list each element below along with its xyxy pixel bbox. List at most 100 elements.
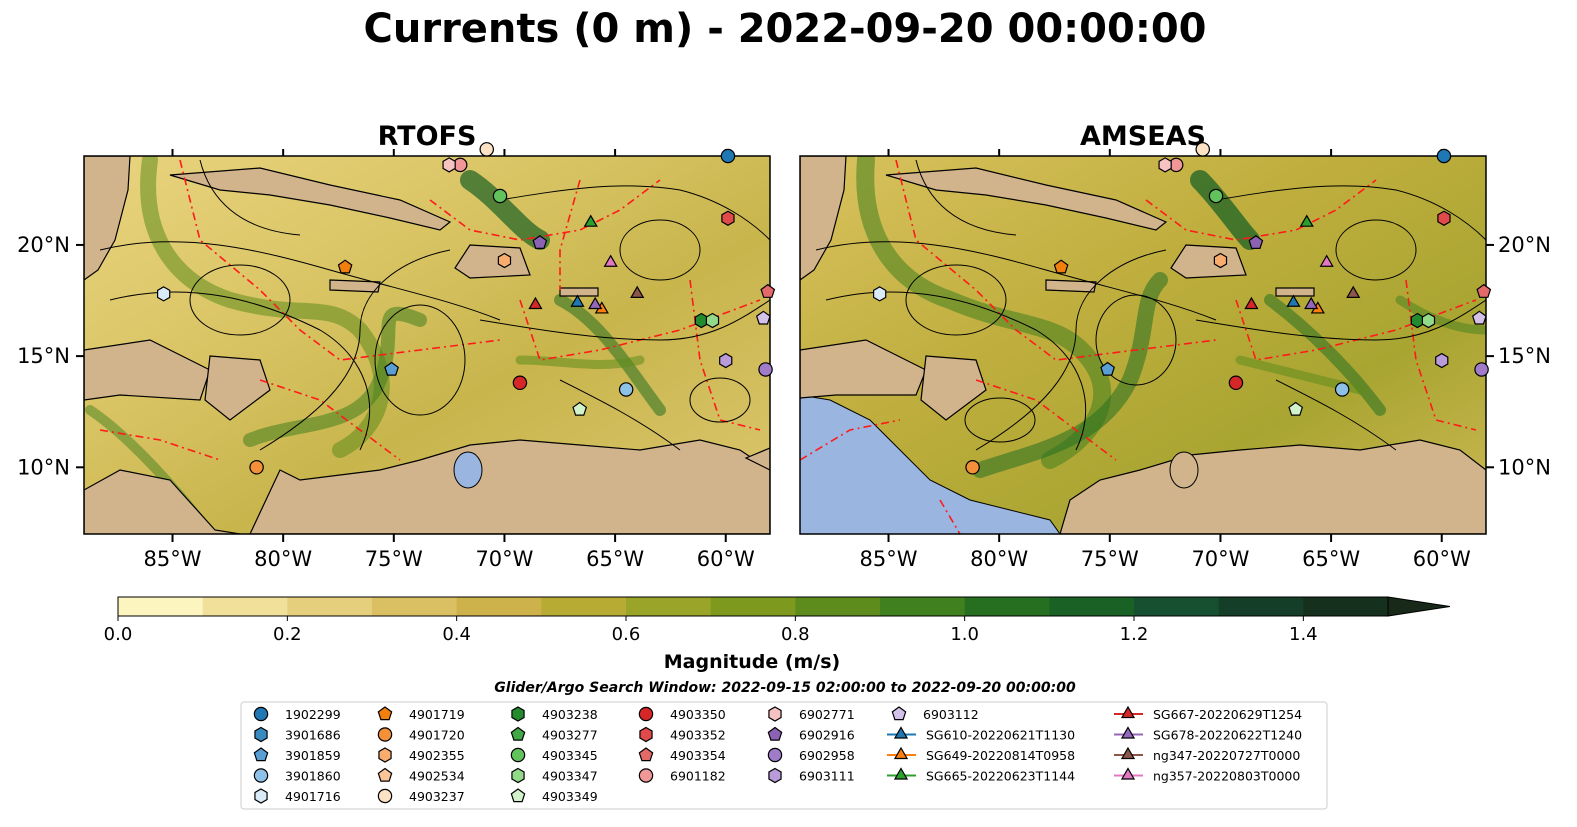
legend-item: 4903277 xyxy=(510,726,598,743)
search-window-caption: Glider/Argo Search Window: 2022-09-15 02… xyxy=(494,680,1076,696)
legend-marker xyxy=(768,706,782,722)
colorbar-ticks: 0.0 0.2 0.4 0.6 0.8 1.0 1.2 1.4 xyxy=(104,616,1318,645)
legend-label: SG678-20220622T1240 xyxy=(1153,728,1302,743)
current-jets-amseas xyxy=(856,156,1486,478)
legend-label: 4903238 xyxy=(542,707,598,722)
legend-label: 4903350 xyxy=(670,707,726,722)
legend-item: SG649-20220814T0958 xyxy=(887,746,1075,763)
colorbar-tick-label: 1.4 xyxy=(1289,624,1318,645)
legend-item: 4903347 xyxy=(511,767,598,784)
station-marker xyxy=(1334,382,1350,397)
station-marker xyxy=(249,460,264,475)
x-tick-label: 75°W xyxy=(1081,547,1139,571)
colorbar-tick-label: 0.0 xyxy=(104,624,133,645)
legend-item: 6902958 xyxy=(767,747,855,763)
station-marker xyxy=(755,310,771,325)
colorbar-cell xyxy=(710,597,796,616)
colorbar-cell xyxy=(1134,597,1220,616)
legend-marker xyxy=(893,767,909,780)
legend-item: 6901182 xyxy=(638,768,726,784)
legend-label: 4903354 xyxy=(670,748,726,763)
legend-item: SG665-20220623T1144 xyxy=(887,767,1075,784)
legend-label: 6902771 xyxy=(799,707,855,722)
station-marker xyxy=(1474,362,1489,377)
station-marker xyxy=(1100,361,1115,376)
station-marker xyxy=(1213,252,1228,269)
colorbar-tick-label: 1.0 xyxy=(950,624,979,645)
station-marker xyxy=(157,286,171,302)
colorbar-cell xyxy=(1303,597,1389,616)
x-tick-label: 85°W xyxy=(144,547,202,571)
legend-label: 4903352 xyxy=(670,728,726,743)
legend-label: 6902916 xyxy=(799,728,855,743)
legend-marker xyxy=(510,788,526,803)
colorbar-cell xyxy=(795,597,881,616)
station-marker xyxy=(1288,401,1304,416)
pacific-ocean-amseas xyxy=(800,394,1061,534)
legend-item: 3901860 xyxy=(253,768,341,784)
legend-item: 6903112 xyxy=(891,706,979,722)
x-tick-label: 75°W xyxy=(365,547,423,571)
panel-rtofs: RTOFS xyxy=(83,121,771,535)
legend-label: 3901859 xyxy=(285,748,341,763)
legend-items: 1902299 3901686 3901859 3901860 4901716 49017… xyxy=(253,705,1302,804)
legend-item: 4901716 xyxy=(254,788,341,804)
x-tick-label: 85°W xyxy=(860,547,918,571)
figure-title: Currents (0 m) - 2022-09-20 00:00:00 xyxy=(364,6,1207,52)
station-marker xyxy=(618,382,634,397)
legend-label: 4901716 xyxy=(285,789,341,804)
legend-frame xyxy=(240,701,1328,810)
station-marker xyxy=(337,259,353,274)
colorbar-cell xyxy=(372,597,458,616)
x-tick-label: 70°W xyxy=(475,547,533,571)
x-tick-label: 60°W xyxy=(697,547,755,571)
colorbar-cell xyxy=(964,597,1050,616)
legend-label: SG667-20220629T1254 xyxy=(1153,707,1302,722)
station-marker xyxy=(705,312,720,329)
legend-label: 6902958 xyxy=(799,748,855,763)
station-marker xyxy=(1437,210,1451,226)
x-tick-label: 65°W xyxy=(586,547,644,571)
legend-item: 4902534 xyxy=(377,767,465,784)
legend-marker xyxy=(254,788,268,804)
colorbar-cell xyxy=(202,597,288,616)
legend-marker xyxy=(511,767,525,784)
legend-label: 1902299 xyxy=(285,707,341,722)
legend-item: 1902299 xyxy=(253,706,341,722)
legend-marker xyxy=(893,746,909,760)
legend-marker xyxy=(377,788,393,804)
station-marker xyxy=(1304,296,1319,310)
legend-marker xyxy=(253,747,269,762)
streamlines-amseas xyxy=(815,159,1486,451)
legend-item: 4901719 xyxy=(377,706,465,722)
colorbar-tick-label: 0.4 xyxy=(442,624,471,645)
colorbar-extend-arrow xyxy=(1387,596,1451,617)
legend-item: ng357-20220803T0000 xyxy=(1114,767,1300,784)
station-marker xyxy=(1410,312,1425,329)
legend-label: SG610-20220621T1130 xyxy=(926,728,1075,743)
legend-item: 4902355 xyxy=(378,747,465,763)
colorbar-label: Magnitude (m/s) xyxy=(664,651,841,673)
legend-label: 6903111 xyxy=(799,769,855,784)
station-marker xyxy=(1421,312,1436,329)
colorbar-cell xyxy=(1218,597,1304,616)
legend-item: 6902771 xyxy=(768,706,855,722)
legend-label: 4902534 xyxy=(409,769,465,784)
y-tick-label: 15°N xyxy=(17,344,70,368)
legend-marker xyxy=(1120,767,1136,780)
station-marker xyxy=(528,296,543,310)
panel-title-rtofs: RTOFS xyxy=(378,121,477,152)
legend-marker xyxy=(377,706,393,721)
legend-item: 4903237 xyxy=(377,788,465,804)
station-marker xyxy=(630,285,645,298)
colorbar-cell xyxy=(118,597,204,616)
legend-item: SG610-20220621T1130 xyxy=(887,726,1075,743)
station-markers xyxy=(157,142,1492,475)
legend: 1902299 3901686 3901859 3901860 4901716 49017… xyxy=(240,701,1328,810)
lake-rtofs xyxy=(453,451,483,489)
legend-label: SG665-20220623T1144 xyxy=(926,769,1075,784)
station-marker xyxy=(1158,157,1172,173)
legend-marker xyxy=(638,747,654,762)
y-tick-label: 20°N xyxy=(1498,233,1551,257)
station-marker xyxy=(583,214,598,227)
